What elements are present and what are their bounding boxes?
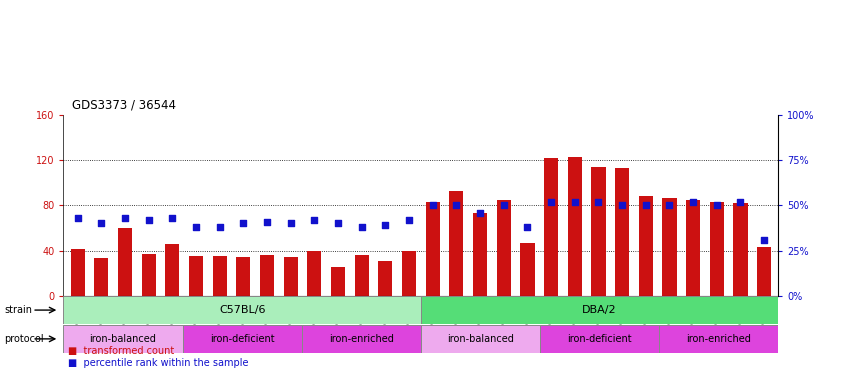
- Text: iron-balanced: iron-balanced: [90, 334, 157, 344]
- Point: [473, 210, 486, 216]
- Bar: [283, 257, 298, 296]
- Bar: [354, 255, 369, 296]
- Text: DBA/2: DBA/2: [582, 305, 617, 315]
- Point: [662, 202, 676, 209]
- Point: [615, 202, 629, 209]
- Point: [520, 224, 534, 230]
- Bar: [94, 258, 108, 296]
- Text: iron-enriched: iron-enriched: [329, 334, 393, 344]
- Bar: [540, 325, 659, 353]
- Bar: [189, 256, 203, 296]
- Bar: [118, 228, 132, 296]
- Point: [284, 220, 298, 227]
- Bar: [63, 325, 183, 353]
- Point: [710, 202, 723, 209]
- Text: C57BL/6: C57BL/6: [219, 305, 266, 315]
- Bar: [378, 261, 393, 296]
- Point: [261, 218, 274, 225]
- Bar: [183, 325, 302, 353]
- Point: [568, 199, 581, 205]
- Text: iron-balanced: iron-balanced: [447, 334, 514, 344]
- Text: ■  transformed count: ■ transformed count: [68, 346, 174, 356]
- Text: iron-enriched: iron-enriched: [686, 334, 751, 344]
- Bar: [420, 296, 778, 324]
- Point: [332, 220, 345, 227]
- Bar: [260, 255, 274, 296]
- Bar: [497, 200, 511, 296]
- Bar: [307, 251, 321, 296]
- Bar: [449, 191, 464, 296]
- Bar: [662, 197, 677, 296]
- Bar: [236, 257, 250, 296]
- Bar: [544, 158, 558, 296]
- Bar: [212, 256, 227, 296]
- Point: [403, 217, 416, 223]
- Bar: [591, 167, 606, 296]
- Bar: [402, 251, 416, 296]
- Point: [355, 224, 369, 230]
- Bar: [757, 247, 772, 296]
- Point: [95, 220, 108, 227]
- Bar: [686, 200, 700, 296]
- Bar: [659, 325, 778, 353]
- Bar: [70, 250, 85, 296]
- Text: iron-deficient: iron-deficient: [210, 334, 274, 344]
- Bar: [520, 243, 535, 296]
- Point: [686, 199, 700, 205]
- Point: [166, 215, 179, 221]
- Bar: [615, 168, 629, 296]
- Bar: [420, 325, 540, 353]
- Text: strain: strain: [4, 305, 32, 315]
- Point: [213, 224, 227, 230]
- Bar: [331, 268, 345, 296]
- Bar: [141, 254, 156, 296]
- Point: [142, 217, 156, 223]
- Bar: [302, 325, 420, 353]
- Point: [118, 215, 132, 221]
- Point: [733, 199, 747, 205]
- Point: [237, 220, 250, 227]
- Bar: [639, 197, 653, 296]
- Text: ■  percentile rank within the sample: ■ percentile rank within the sample: [68, 358, 248, 368]
- Point: [591, 199, 605, 205]
- Point: [426, 202, 439, 209]
- Text: iron-deficient: iron-deficient: [568, 334, 632, 344]
- Point: [379, 222, 393, 228]
- Point: [190, 224, 203, 230]
- Bar: [426, 202, 440, 296]
- Point: [757, 237, 771, 243]
- Point: [544, 199, 558, 205]
- Bar: [710, 202, 724, 296]
- Bar: [568, 157, 582, 296]
- Bar: [733, 203, 748, 296]
- Point: [449, 202, 463, 209]
- Point: [639, 202, 652, 209]
- Point: [71, 215, 85, 221]
- Text: GDS3373 / 36544: GDS3373 / 36544: [72, 98, 176, 111]
- Bar: [473, 214, 487, 296]
- Point: [308, 217, 321, 223]
- Bar: [63, 296, 420, 324]
- Bar: [165, 244, 179, 296]
- Point: [497, 202, 510, 209]
- Text: protocol: protocol: [4, 334, 44, 344]
